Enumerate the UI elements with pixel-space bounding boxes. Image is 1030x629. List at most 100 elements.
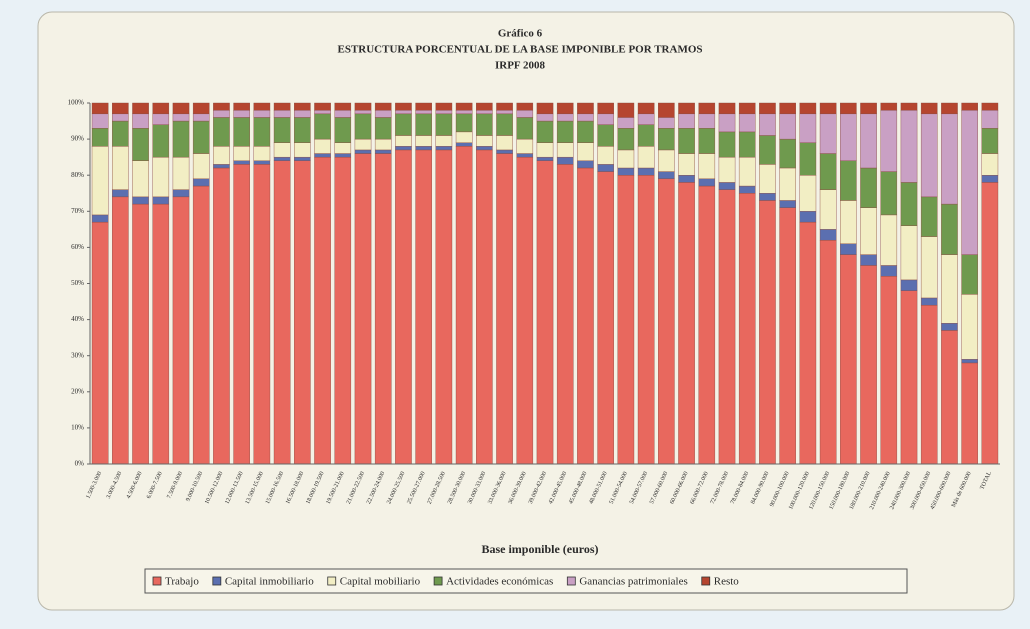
bar-segment [597, 146, 614, 165]
bar-segment [112, 113, 129, 122]
bar-segment [617, 102, 635, 118]
bar-segment [354, 153, 372, 465]
bar-segment [192, 120, 210, 154]
bar-segment [213, 164, 230, 169]
bar-segment [496, 149, 513, 154]
bar-segment [738, 193, 756, 465]
bar-segment [880, 276, 898, 465]
bar-segment [698, 102, 716, 115]
bar-segment [556, 142, 574, 158]
bar-segment [395, 135, 412, 147]
bar-segment [435, 110, 453, 115]
bar-segment [132, 113, 149, 129]
bar-segment [455, 131, 473, 143]
bar-segment [637, 113, 655, 125]
bar-segment [476, 102, 493, 111]
y-tick-label: 10% [71, 424, 84, 432]
legend-box [144, 568, 908, 594]
bar-segment [374, 149, 392, 154]
bar-segment [192, 178, 210, 187]
bar-segment [334, 102, 352, 111]
bar-segment [253, 102, 271, 111]
bar-segment [496, 110, 513, 115]
bar-segment [718, 182, 736, 190]
bar-segment [112, 120, 129, 147]
bar-segment [91, 221, 109, 465]
bar-segment [536, 102, 554, 115]
bar-segment [698, 113, 716, 129]
bar-segment [395, 146, 412, 151]
bar-segment [192, 185, 210, 465]
bar-segment [112, 102, 129, 115]
bar-segment [213, 146, 230, 165]
bar-segment [294, 117, 311, 143]
bar-segment [577, 102, 594, 115]
bar-segment [253, 160, 271, 165]
bar-segment [860, 102, 877, 115]
bar-segment [860, 254, 877, 266]
bar-segment [900, 290, 918, 465]
bar-segment [435, 146, 453, 151]
bar-segment [294, 142, 311, 158]
bar-segment [738, 156, 756, 187]
bar-segment [941, 113, 958, 205]
bar-segment [314, 102, 331, 111]
bar-segment [799, 102, 817, 115]
bar-segment [233, 110, 250, 118]
bar-segment [112, 146, 129, 190]
bar-segment [516, 138, 534, 154]
bar-segment [132, 102, 149, 115]
bar-segment [172, 156, 190, 190]
bar-segment [941, 254, 958, 324]
bar-segment [819, 113, 837, 154]
bar-segment [455, 113, 473, 133]
bar-segment [900, 279, 918, 291]
bar-segment [476, 135, 493, 147]
bar-segment [334, 117, 352, 143]
bar-segment [718, 156, 736, 183]
bar-segment [597, 124, 614, 147]
bar-segment [617, 167, 635, 176]
bar-segment [415, 146, 432, 151]
bar-segment [819, 102, 837, 115]
bar-segment [354, 138, 372, 151]
bar-segment [819, 153, 837, 190]
bar-segment [233, 164, 250, 465]
bar-segment [617, 128, 635, 151]
bar-segment [556, 164, 574, 465]
bar-segment [354, 149, 372, 154]
bar-segment [759, 113, 776, 136]
chart-title: Gráfico 6 [498, 28, 543, 40]
bar-segment [880, 171, 898, 216]
legend-label: Capital inmobiliario [225, 576, 314, 588]
bar-segment [799, 174, 817, 212]
bar-segment [294, 102, 311, 111]
bar-segment [395, 113, 412, 136]
bar-segment [759, 164, 776, 194]
bar-segment [658, 128, 675, 151]
bar-segment [920, 236, 938, 299]
bar-segment [91, 146, 109, 216]
bar-segment [395, 110, 412, 115]
y-tick-label: 100% [68, 99, 85, 107]
bar-segment [516, 110, 534, 118]
bar-segment [314, 156, 331, 465]
bar-segment [819, 189, 837, 230]
bar-segment [880, 110, 898, 172]
bar-segment [273, 110, 291, 118]
bar-segment [920, 102, 938, 115]
bar-segment [577, 113, 594, 122]
bar-segment [476, 110, 493, 115]
y-tick-label: 50% [71, 279, 84, 287]
bar-segment [273, 156, 291, 161]
legend-label: Resto [714, 576, 740, 588]
bar-segment [455, 110, 473, 115]
bar-segment [941, 330, 958, 465]
bar-segment [678, 182, 695, 465]
y-tick-label: 30% [71, 351, 84, 359]
legend-label: Capital mobiliario [340, 576, 421, 588]
bar-segment [455, 102, 473, 111]
bar-segment [374, 153, 392, 465]
bar-segment [314, 113, 331, 140]
